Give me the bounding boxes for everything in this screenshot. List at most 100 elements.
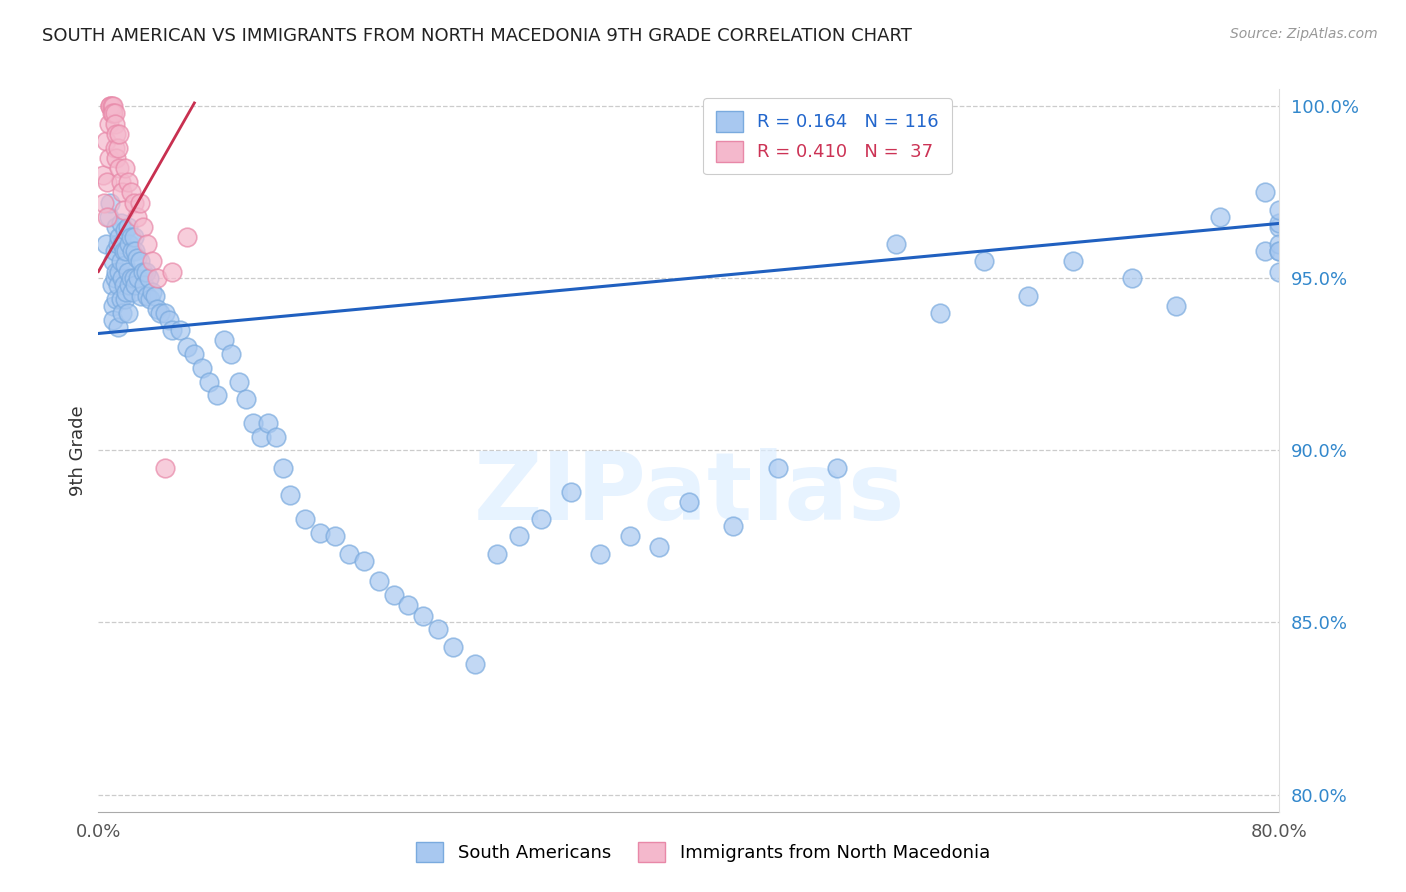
Point (94, 237, 117, 252)
Point (136, 237, 159, 252)
Point (111, 237, 134, 252)
Point (1062, 254, 1084, 268)
Point (205, 388, 228, 402)
Point (110, 292, 132, 306)
Point (1268, 202, 1291, 217)
Point (122, 230, 145, 244)
Point (271, 460, 294, 475)
Point (257, 416, 280, 430)
Point (110, 254, 132, 268)
Point (198, 375, 221, 389)
Point (619, 529, 641, 543)
Point (1268, 216, 1291, 230)
Point (508, 529, 530, 543)
Point (110, 216, 132, 230)
Point (309, 526, 332, 541)
Point (110, 175, 132, 189)
Point (105, 151, 128, 165)
Point (120, 186, 142, 200)
Point (382, 588, 405, 602)
Point (153, 460, 176, 475)
Point (91, 168, 114, 182)
Point (280, 488, 302, 502)
Point (121, 285, 143, 300)
Point (124, 278, 146, 293)
Point (264, 430, 287, 444)
Point (104, 117, 127, 131)
Point (107, 278, 129, 293)
Point (115, 285, 138, 300)
Point (105, 264, 128, 278)
Point (125, 251, 148, 265)
Point (153, 306, 176, 320)
Point (93, 195, 115, 210)
Point (212, 334, 235, 348)
Point (235, 392, 257, 406)
Point (108, 230, 131, 244)
Point (139, 292, 162, 306)
Point (138, 271, 160, 285)
Point (108, 161, 131, 176)
Point (1018, 288, 1040, 302)
Point (648, 540, 671, 554)
Point (176, 230, 198, 244)
Point (117, 175, 139, 189)
Point (112, 244, 135, 258)
Point (104, 244, 127, 258)
Point (112, 278, 135, 293)
Point (117, 264, 139, 278)
Point (143, 288, 166, 302)
Point (129, 288, 152, 302)
Point (323, 529, 346, 543)
Point (97, 117, 120, 131)
Point (589, 547, 612, 561)
Point (250, 430, 273, 444)
Point (96, 175, 118, 189)
Point (134, 278, 156, 293)
Text: SOUTH AMERICAN VS IMMIGRANTS FROM NORTH MACEDONIA 9TH GRADE CORRELATION CHART: SOUTH AMERICAN VS IMMIGRANTS FROM NORTH … (42, 27, 912, 45)
Point (100, 278, 122, 293)
Point (127, 271, 149, 285)
Point (368, 574, 391, 589)
Point (128, 254, 150, 268)
Point (723, 519, 745, 533)
Point (118, 237, 141, 252)
Point (107, 237, 129, 252)
Point (141, 285, 163, 300)
Text: ZIPatlas: ZIPatlas (474, 448, 904, 540)
Point (128, 195, 150, 210)
Point (1121, 271, 1143, 285)
Point (112, 202, 135, 217)
Point (441, 640, 464, 654)
Point (98, 99, 121, 113)
Point (353, 553, 375, 567)
Point (464, 657, 486, 671)
Point (486, 547, 509, 561)
Point (929, 306, 952, 320)
Point (766, 460, 789, 475)
Point (183, 347, 205, 361)
Point (1166, 299, 1188, 313)
Point (103, 299, 125, 313)
Legend: R = 0.164   N = 116, R = 0.410   N =  37: R = 0.164 N = 116, R = 0.410 N = 37 (703, 98, 952, 174)
Point (120, 271, 142, 285)
Point (176, 340, 198, 354)
Point (149, 306, 172, 320)
Point (103, 106, 125, 120)
Point (103, 99, 125, 113)
Point (132, 264, 155, 278)
Point (162, 323, 183, 337)
Point (115, 244, 138, 258)
Point (973, 254, 995, 268)
Point (97, 210, 120, 224)
Point (884, 237, 907, 252)
Point (141, 254, 163, 268)
Point (105, 219, 128, 234)
Point (242, 416, 264, 430)
Point (560, 484, 582, 499)
Point (114, 292, 136, 306)
Point (108, 127, 131, 141)
Point (122, 195, 145, 210)
Point (146, 302, 169, 317)
Point (1268, 237, 1291, 252)
